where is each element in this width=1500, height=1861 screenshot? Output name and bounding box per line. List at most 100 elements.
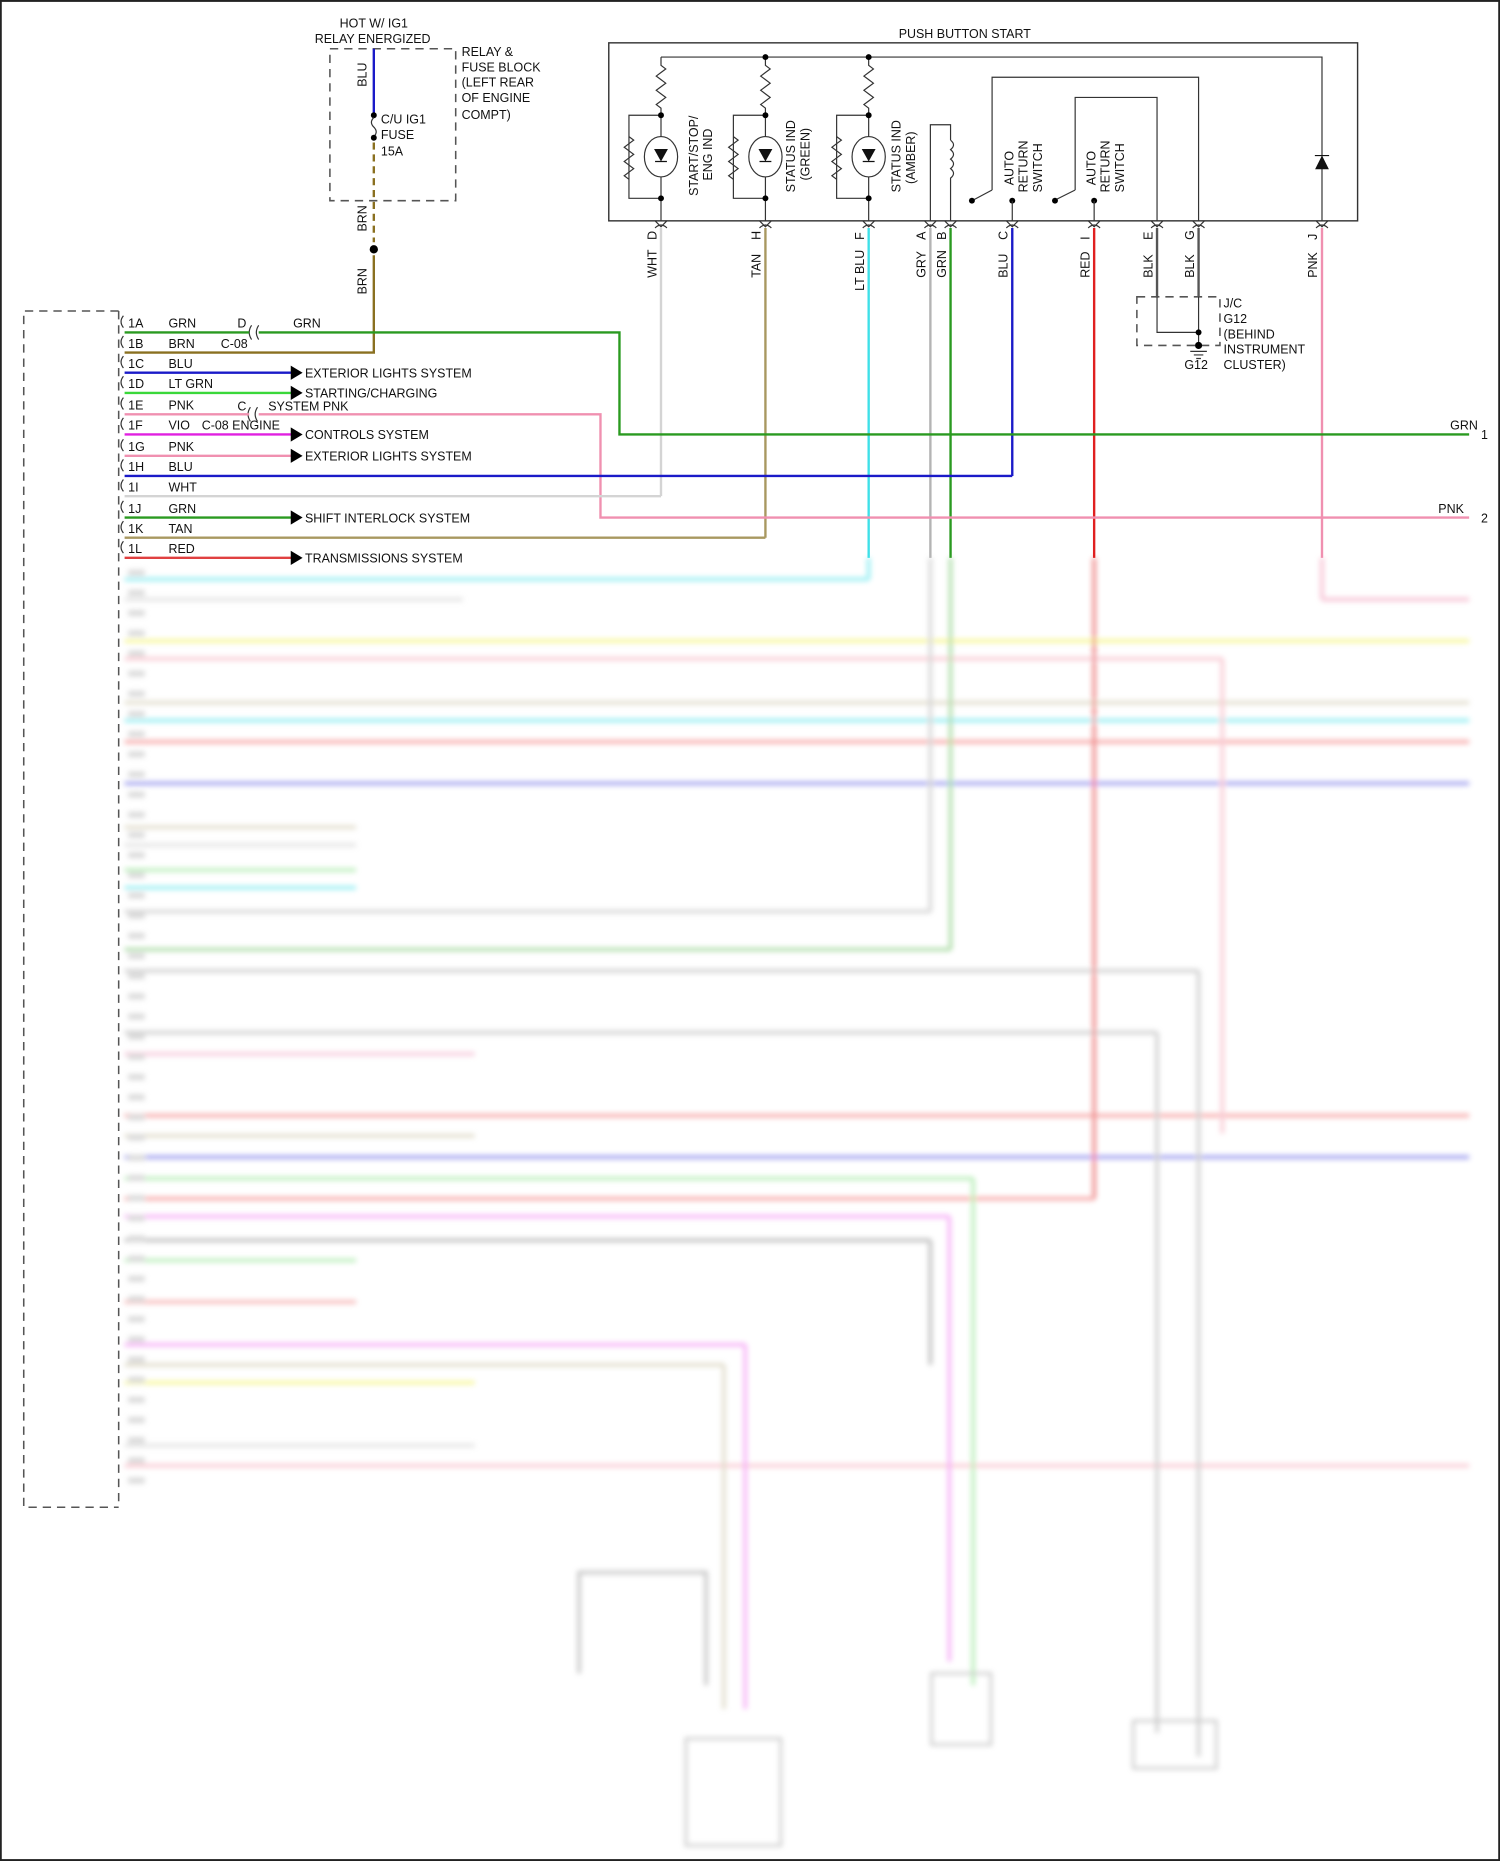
arrow-icon [290, 427, 303, 442]
blurred-pin-label [128, 892, 145, 899]
blurred-pin-label [128, 832, 145, 838]
pin-terminal-icon [120, 375, 124, 389]
fuse-icon [370, 117, 377, 138]
block-label-4: OF ENGINE [462, 91, 531, 105]
wire [258, 413, 1470, 519]
wire-color-label: VIO [169, 419, 191, 433]
c08-engine-label: C-08 ENGINE [202, 419, 280, 433]
pin-terminal-icon [759, 220, 772, 229]
right-num-2: 2 [1481, 511, 1488, 525]
comp-label: STATUS IND [784, 120, 798, 192]
coil-wire [929, 124, 952, 221]
pin-label: 1B [128, 337, 143, 351]
switch-2-icon [1055, 189, 1076, 201]
connector-row-1g: 1G PNK EXTERIOR LIGHTS SYSTEM [120, 438, 472, 464]
brn-label-2: BRN [356, 268, 370, 294]
blurred-pin-label [128, 1033, 145, 1040]
module-connector: 1A GRN 1B BRN 1C BLU EXTERIOR LIGHTS SYSTEM 1D L… [22, 310, 472, 1509]
comp-label: AUTO [1084, 151, 1098, 186]
blurred-component [1132, 1719, 1218, 1770]
bypass-wire [628, 114, 661, 199]
blurred-pin-label [128, 1376, 145, 1383]
junction-label: J/C [1223, 296, 1242, 310]
blurred-component [684, 1737, 783, 1847]
wire-color-label: BRN [169, 337, 195, 351]
pin-terminal-icon [120, 459, 124, 472]
coil-icon [949, 139, 955, 221]
pin-terminal-icon [1087, 220, 1101, 229]
junction-label: INSTRUMENT [1223, 343, 1305, 357]
pin-label: 1J [128, 502, 141, 516]
pin-d: D WHT [645, 220, 668, 497]
pin-letter: F [853, 232, 867, 240]
comp-label: (AMBER) [904, 131, 918, 184]
pin-terminal-icon [1150, 220, 1164, 229]
right-wire-2: PNK [1438, 502, 1464, 516]
arrow-icon [290, 550, 303, 565]
indicator-led [623, 57, 679, 221]
block-label-3: (LEFT REAR [462, 76, 534, 90]
node [762, 54, 769, 61]
blurred-wire [577, 1570, 708, 1686]
pin-label: 1C [128, 357, 144, 371]
block-label-1: RELAY & [462, 45, 514, 59]
wire-color-label: RED [1078, 252, 1092, 278]
connector-row-1e: 1E PNK [120, 397, 195, 413]
wire-color-label: GRN [169, 317, 197, 331]
pin-g: G BLK [1183, 220, 1205, 297]
blurred-component [930, 1672, 993, 1746]
pin-terminal-icon [120, 479, 124, 492]
blurred-pin-label [128, 1235, 145, 1242]
pin-terminal-icon [120, 520, 124, 534]
brn-wire [124, 255, 376, 354]
pin-terminal-icon [1005, 220, 1019, 229]
blurred-pin-label [128, 1296, 145, 1302]
blurred-pin-label [128, 1134, 145, 1141]
resistor-icon [623, 136, 635, 180]
fuse-label-3: 15A [381, 145, 404, 159]
resistor-icon [830, 136, 843, 180]
wire-color-label: BLK [1183, 254, 1197, 278]
node [658, 195, 664, 202]
junction-g12: J/C G12 (BEHIND INSTRUMENT CLUSTER) G12 [1136, 296, 1306, 372]
pin-label: 1I [128, 480, 138, 494]
arrow-icon [290, 448, 303, 463]
brn-label-1: BRN [356, 205, 370, 231]
pin-terminal-icon [120, 335, 124, 349]
blurred-pin-label [128, 1053, 145, 1060]
pin-terminal-icon [120, 417, 124, 431]
wire-color-label: LT GRN [169, 377, 214, 391]
wire-color-label: LT BLU [853, 250, 867, 291]
pin-e: E BLK [1141, 220, 1164, 297]
destination-label: EXTERIOR LIGHTS SYSTEM [305, 366, 472, 380]
blurred-pin-label [128, 1013, 145, 1020]
ground-icon [1190, 350, 1207, 360]
pin-terminal-icon [120, 438, 124, 452]
bypass-wire [836, 114, 869, 199]
blurred-pin-label [128, 650, 145, 657]
indicator-led [727, 54, 783, 221]
led-diode-icon [861, 149, 876, 163]
node [865, 195, 872, 202]
pin-terminal-icon [862, 220, 876, 229]
pin-i: I RED [1078, 220, 1101, 558]
comp-label: ENG IND [701, 129, 715, 181]
pin-letter: G [1183, 230, 1197, 240]
pin-label: 1D [128, 377, 144, 391]
wire-color-label: PNK [169, 440, 195, 454]
wire-color-label: GRY [915, 250, 929, 277]
destination-label: TRANSMISSIONS SYSTEM [305, 552, 463, 566]
pin-letter: D [645, 231, 659, 240]
module-outline [22, 310, 119, 1509]
fuse-node [370, 112, 377, 119]
connector-row-1k: 1K TAN [120, 520, 192, 536]
resistor-icon [727, 136, 740, 180]
push-button-title: PUSH BUTTON START [899, 27, 1032, 41]
blurred-pin-label [128, 771, 145, 778]
hot-label-1: HOT W/ IG1 [340, 16, 408, 30]
fuse-node [370, 134, 377, 141]
blurred-pin-label [128, 610, 145, 617]
junction-node [1195, 341, 1203, 350]
blurred-pin-label [128, 710, 145, 717]
